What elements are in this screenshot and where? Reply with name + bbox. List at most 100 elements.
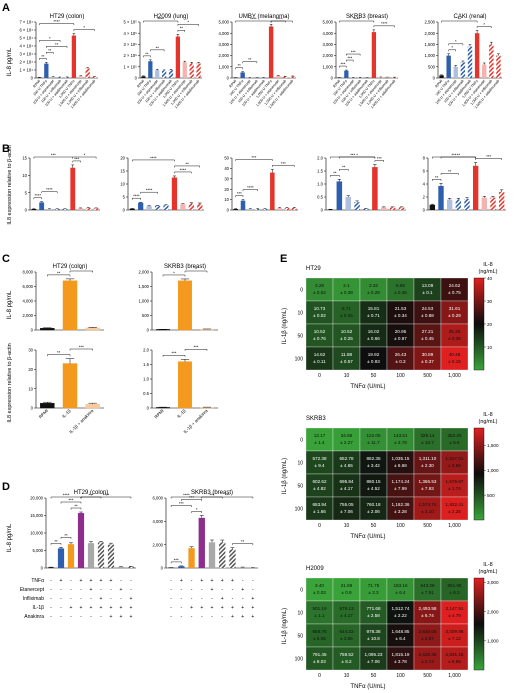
e1-cell-sem: ± 0.57 — [340, 359, 353, 364]
a4-ytick-label: 5,000 — [323, 20, 334, 25]
b3-ytick-label: 40 — [224, 166, 229, 171]
d1-sign: + — [100, 605, 103, 611]
e1-colorbar-tick-label: 30 — [487, 299, 493, 304]
e2-cell-value: 755.05 — [339, 502, 353, 507]
a2-sig-label: ** — [145, 51, 149, 56]
e2-cell-value: 1,679.97 — [446, 479, 464, 484]
b4-ytick-label: 0.5 — [317, 195, 323, 200]
a3-bar — [240, 72, 245, 78]
b5-bar — [438, 185, 444, 210]
a1-ytick-label: 6 × 10⁴ — [19, 28, 33, 33]
d1-sign: - — [130, 578, 132, 584]
e2-x-tick-label: 10 — [344, 523, 350, 529]
c4-ytick-label: 2.0 — [143, 348, 149, 353]
e1-cell-value: 10.73 — [314, 306, 326, 311]
b2-bar — [138, 202, 144, 210]
d2-sign: - — [201, 587, 203, 593]
d2-sig-label: *** — [179, 501, 184, 506]
d1-ytick-label: 20,000 — [30, 496, 43, 501]
e3-cell-value: 2,493.58 — [419, 606, 437, 611]
b4-ytick-label: 1.0 — [317, 182, 323, 187]
a1-bar — [44, 63, 49, 78]
d2-sign: - — [170, 614, 172, 620]
c1-ytick-label: 2,000 — [23, 313, 34, 318]
d2-bar — [229, 549, 236, 568]
d1-sign: - — [70, 578, 72, 584]
d1-sign: + — [90, 605, 93, 611]
c1-sig-label: ** — [57, 270, 61, 275]
b5-bar — [481, 197, 488, 210]
e2-cell-value: 695.84 — [339, 479, 353, 484]
e1-cell-value: 10.52 — [314, 329, 326, 334]
d2-sign: - — [170, 596, 172, 602]
b3-sig-label: *** — [237, 191, 242, 196]
c3-sig-label: *** — [79, 344, 84, 349]
e2-ylabel: IL-1β (ng/mL) — [282, 458, 288, 494]
d2-sign: - — [242, 596, 244, 602]
d2-sign: - — [252, 587, 254, 593]
d2-sign: - — [201, 614, 203, 620]
b5-ytick-label: 2 — [423, 195, 426, 200]
b1-bar — [62, 208, 68, 210]
d2-sign: + — [231, 578, 234, 584]
b1-sig-label: *** — [51, 152, 56, 157]
d2-sign: - — [232, 587, 234, 593]
c3-category-label: IL-1β — [61, 408, 72, 419]
b1-bar — [39, 202, 45, 210]
e2-cell-value: 34.85 — [341, 433, 353, 438]
e3-cell-value: 183.16 — [393, 583, 407, 588]
a4-ytick-label: 4,000 — [323, 31, 334, 36]
b1-ytick-label: 10 — [22, 173, 27, 178]
b3-ytick-label: 30 — [224, 176, 229, 181]
d2-sig-label: ** — [241, 539, 245, 544]
c3-sig-label: ** — [57, 350, 61, 355]
d1-sign: - — [50, 614, 52, 620]
b5-bar — [498, 191, 505, 210]
e1-cell-sem: ± 0.25 — [340, 313, 353, 318]
panel-letter-c: C — [2, 253, 10, 265]
b2-sig-label: **** — [146, 188, 153, 193]
e1-cell-sem: ± 0.34 — [394, 313, 407, 318]
b5-ytick-label: 0 — [423, 208, 426, 213]
a2-bar — [189, 63, 194, 78]
e1-colorbar-title: IL-8 — [483, 262, 492, 268]
e1-cell-sem: ± 0.02 — [313, 313, 326, 318]
e2-cell-value: 860.15 — [366, 479, 380, 484]
e2-cell-sem: ± 2.30 — [421, 463, 434, 468]
e3-cell-value: 658.76 — [312, 629, 326, 634]
d2-ytick-label: 0 — [161, 566, 164, 571]
a3-bar — [276, 75, 281, 78]
d1-sign: + — [100, 596, 103, 602]
a5-bar — [453, 66, 458, 78]
e1-cell-value: 3.32 — [369, 283, 378, 288]
e3-cell-value: 3,147.91 — [446, 606, 464, 611]
d2-sign: + — [241, 614, 244, 620]
e1-cell-sem: ± 0.25 — [340, 336, 353, 341]
e2-cell-sem: ± 7.06 — [340, 509, 353, 514]
e2-cell-value: 122.05 — [366, 433, 380, 438]
b3-bar — [292, 207, 297, 210]
d1-sign: - — [70, 596, 72, 602]
e2-cell-value: 1,574.74 — [419, 502, 437, 507]
c2-ytick-label: 2,000 — [139, 270, 150, 275]
e1-y-tick-label: 50 — [297, 334, 303, 340]
e2-cell-sem: ± 3.28 — [394, 509, 407, 514]
e3-cell-sem: ± 6.74 — [421, 613, 434, 618]
e2-cell-sem: ± 1.66 — [313, 509, 326, 514]
d2-sign: - — [211, 596, 213, 602]
b1-ytick-label: 5 — [25, 190, 28, 195]
e3-x-tick-label: 100 — [396, 673, 405, 679]
d1-bar — [107, 544, 115, 568]
e1-cell-value: 8.71 — [342, 306, 351, 311]
e1-colorbar — [473, 277, 485, 371]
a3-category-label: RPMI — [228, 79, 237, 88]
a2-bar — [155, 70, 160, 78]
e1-cell-value: 3.29 — [315, 283, 324, 288]
b3-ytick-label: 0 — [227, 208, 230, 213]
d1-bar — [77, 513, 85, 568]
e2-cell-sem: ± 4.10 — [421, 509, 434, 514]
a5-ytick-label: 0 — [433, 76, 436, 81]
e3-cell-sem: ± 4.17 — [340, 613, 353, 618]
a3-title: UMBY (melanoma) — [239, 14, 290, 20]
